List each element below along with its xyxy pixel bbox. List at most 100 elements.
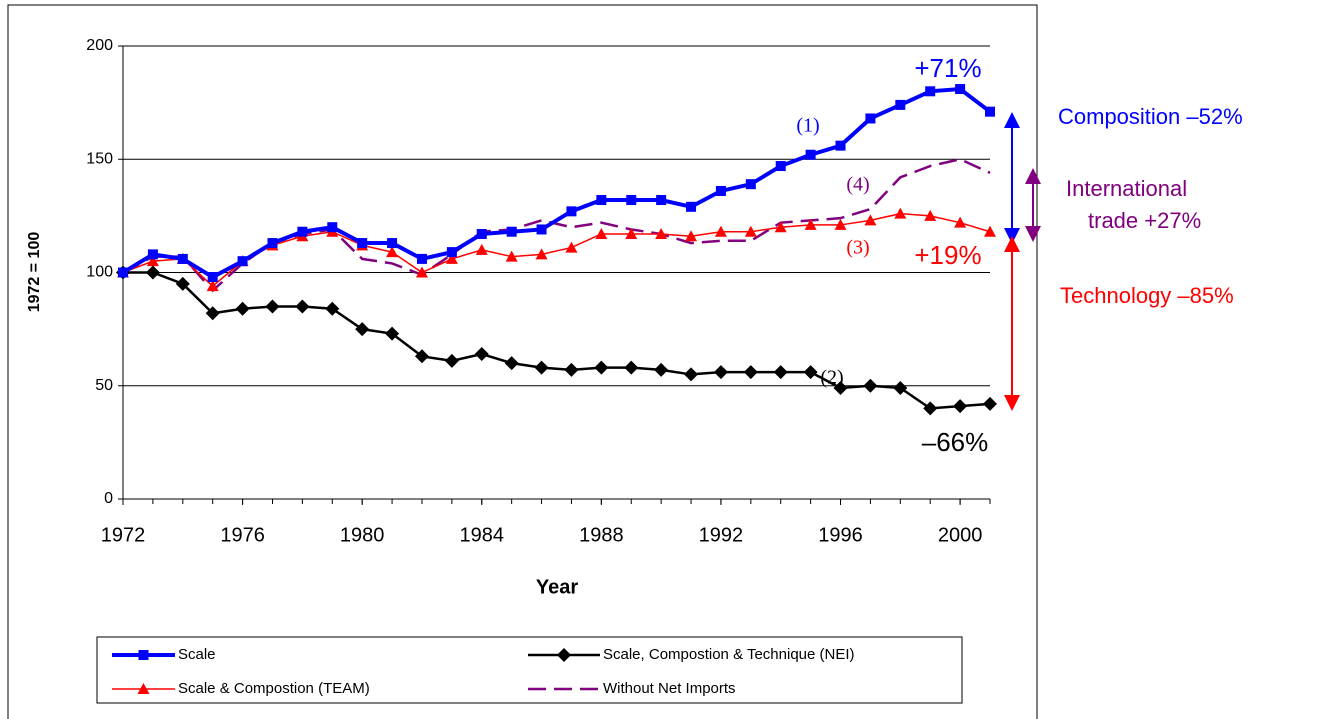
annotation: +19% <box>914 240 981 270</box>
data-point <box>774 221 787 233</box>
data-point <box>474 347 489 362</box>
data-point <box>118 267 128 278</box>
data-point <box>863 378 878 393</box>
data-point <box>146 255 159 267</box>
data-point <box>654 362 669 377</box>
data-point <box>713 365 728 380</box>
data-point <box>564 362 579 377</box>
data-point <box>386 246 399 258</box>
data-point <box>325 301 340 316</box>
annotation: (4) <box>846 174 869 196</box>
y-axis-label: 1972 = 100 <box>26 232 43 313</box>
x-tick-label: 1996 <box>818 524 863 546</box>
data-point <box>416 253 427 264</box>
data-point <box>265 299 280 314</box>
data-point <box>894 207 907 219</box>
data-point <box>745 179 756 190</box>
data-point <box>714 225 727 237</box>
data-point <box>445 252 458 264</box>
x-tick-label: 1972 <box>101 524 146 546</box>
data-point <box>566 206 577 217</box>
data-point <box>414 349 429 364</box>
data-point <box>865 113 876 124</box>
data-point <box>655 227 668 239</box>
data-point <box>415 266 428 278</box>
data-point <box>864 214 877 226</box>
data-point <box>327 222 338 233</box>
data-point <box>446 247 457 258</box>
data-point <box>147 249 158 260</box>
data-point <box>205 306 220 321</box>
annotation: International <box>1066 176 1187 201</box>
data-point <box>895 99 906 110</box>
data-point <box>267 238 278 249</box>
legend-marker <box>138 650 149 660</box>
x-axis-label: Year <box>536 576 578 598</box>
data-point <box>893 381 908 396</box>
data-point <box>476 228 487 239</box>
data-point <box>743 365 758 380</box>
data-point <box>835 140 846 151</box>
data-point <box>177 253 188 264</box>
data-point <box>594 360 609 375</box>
chart-frame <box>7 4 1038 719</box>
data-point <box>805 149 816 160</box>
data-point <box>954 216 967 228</box>
data-point <box>506 226 517 237</box>
data-point <box>775 161 786 172</box>
legend-marker <box>137 683 150 694</box>
data-point <box>235 301 250 316</box>
data-point <box>387 238 398 249</box>
data-point <box>955 84 966 95</box>
data-point <box>803 365 818 380</box>
data-point <box>684 367 699 382</box>
data-point <box>595 227 608 239</box>
y-tick-label: 0 <box>104 490 113 507</box>
data-point <box>596 195 607 206</box>
y-tick-label: 200 <box>86 37 113 54</box>
x-tick-label: 1976 <box>220 524 265 546</box>
data-point <box>357 238 368 249</box>
data-point <box>624 360 639 375</box>
data-point <box>923 401 938 416</box>
data-point <box>925 86 936 97</box>
x-tick-label: 2000 <box>938 524 983 546</box>
data-point <box>385 326 400 341</box>
x-tick-label: 1980 <box>340 524 385 546</box>
data-point <box>924 209 937 221</box>
annotation: +71% <box>914 53 981 83</box>
data-point <box>656 195 667 206</box>
x-tick-label: 1988 <box>579 524 624 546</box>
data-point <box>565 241 578 253</box>
annotation: (1) <box>796 115 819 137</box>
legend-box <box>96 636 963 704</box>
data-point <box>983 396 997 411</box>
annotation: Composition –52% <box>1058 104 1243 129</box>
annotation: (3) <box>846 237 869 259</box>
data-point <box>535 248 548 260</box>
data-point <box>834 218 847 230</box>
data-point <box>985 106 995 117</box>
legend-label: Scale <box>178 646 216 663</box>
data-point <box>744 225 757 237</box>
data-point <box>984 225 996 237</box>
data-point <box>626 195 637 206</box>
data-point <box>355 322 370 337</box>
data-point <box>773 365 788 380</box>
annotation: trade +27% <box>1088 208 1201 233</box>
data-point <box>534 360 549 375</box>
y-tick-label: 150 <box>86 150 113 167</box>
data-point <box>295 299 310 314</box>
annotation: –66% <box>922 427 989 457</box>
data-point <box>804 218 817 230</box>
legend-marker <box>557 648 571 662</box>
data-point <box>953 399 968 414</box>
legend-label: Without Net Imports <box>603 680 736 697</box>
annotation: (2) <box>820 367 843 389</box>
data-point <box>625 227 638 239</box>
data-point <box>297 226 308 237</box>
y-tick-label: 100 <box>86 264 113 281</box>
data-point <box>207 272 218 283</box>
annotation: Technology –85% <box>1060 283 1234 308</box>
series-line <box>122 157 991 293</box>
